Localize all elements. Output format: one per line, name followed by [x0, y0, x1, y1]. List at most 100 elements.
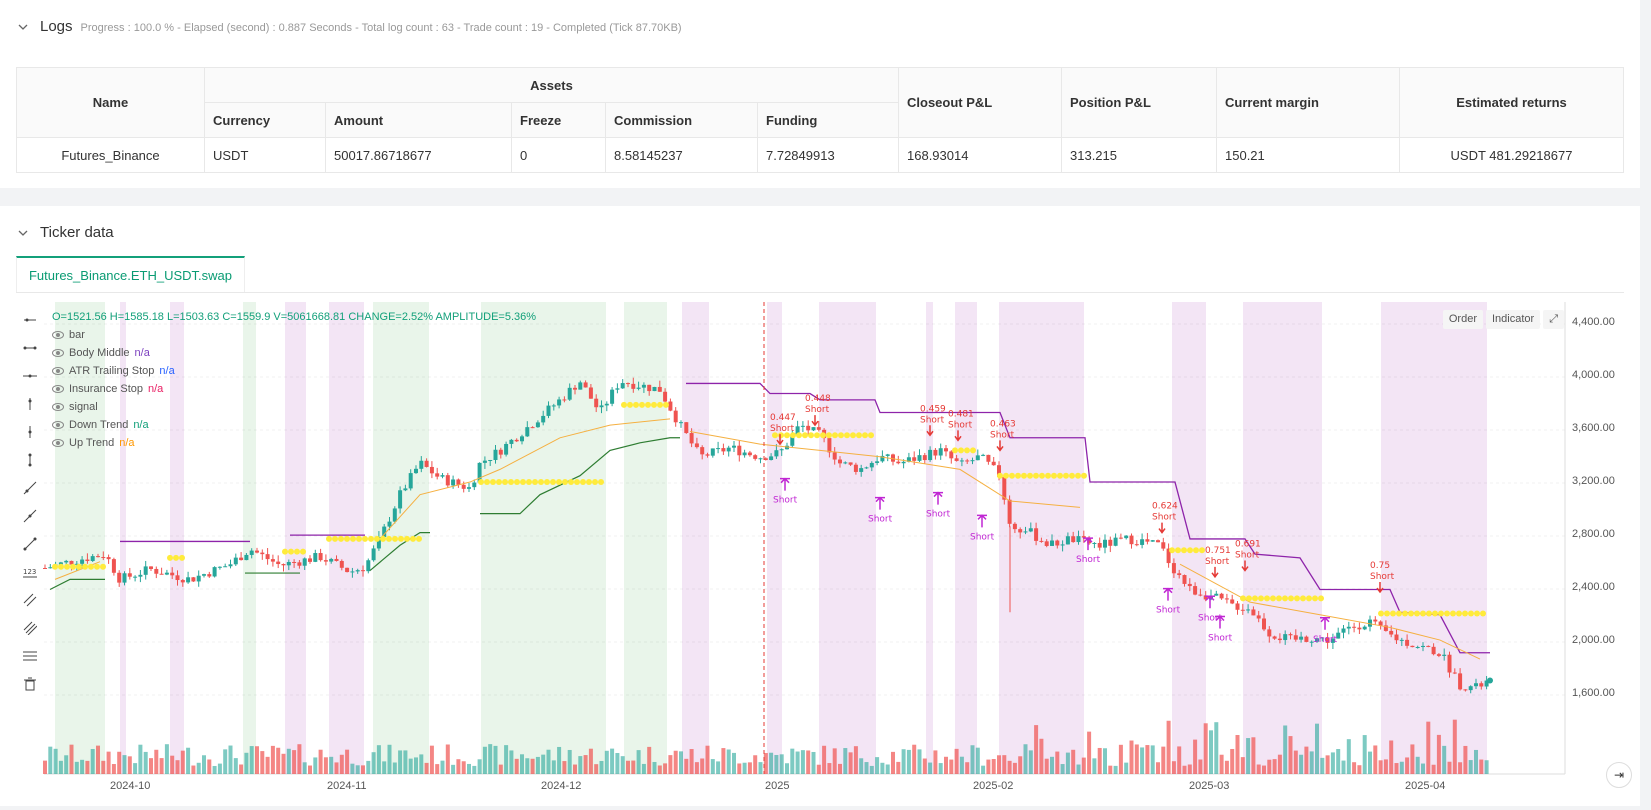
candle-body: [265, 554, 270, 560]
volume-bar: [949, 759, 954, 774]
volume-bar: [493, 745, 498, 774]
volume-bar: [774, 754, 779, 774]
signal-value: 0.481: [948, 409, 974, 419]
vertical-segment-icon[interactable]: [20, 422, 40, 442]
eye-icon[interactable]: [52, 421, 64, 429]
order-button[interactable]: Order: [1442, 310, 1483, 329]
volume-bar: [318, 749, 323, 774]
candle-body: [663, 391, 668, 402]
body-middle-dot: [556, 479, 562, 486]
body-middle-dot: [179, 554, 185, 561]
body-middle-dot: [544, 479, 550, 486]
short-arrow-icon: [996, 440, 1004, 452]
candle-body: [509, 439, 514, 444]
eye-icon[interactable]: [52, 367, 64, 375]
legend-item[interactable]: Up Trend n/a: [52, 434, 536, 452]
short-arrow-icon: [1158, 522, 1166, 534]
volume-bar: [361, 765, 365, 774]
parallel-channel-icon[interactable]: [20, 590, 40, 610]
volume-bar: [1087, 731, 1092, 774]
volume-bar: [1304, 746, 1309, 774]
volume-bar: [896, 761, 901, 774]
candle-body: [1283, 634, 1288, 641]
trend-band: [1172, 302, 1206, 774]
volume-bar: [265, 756, 270, 774]
eye-icon[interactable]: [52, 385, 64, 393]
logs-header[interactable]: Logs Progress : 100.0 % - Elapsed (secon…: [16, 18, 682, 35]
horizontal-line-icon[interactable]: [20, 338, 40, 358]
volume-bar: [1076, 764, 1081, 774]
eye-icon[interactable]: [52, 439, 64, 447]
volume-bar: [880, 762, 885, 774]
vertical-line-icon[interactable]: [20, 450, 40, 470]
eye-icon[interactable]: [52, 331, 64, 339]
volume-bar: [255, 746, 259, 774]
volume-bar: [350, 763, 355, 774]
signal-value: 0.751: [1205, 546, 1231, 556]
pitchfork-icon[interactable]: [20, 618, 40, 638]
volume-bar: [1426, 721, 1431, 774]
extended-line-icon[interactable]: [20, 366, 40, 386]
short-entry-icon: [1083, 537, 1093, 551]
y-tick-label: 3,200.00: [1572, 475, 1615, 487]
legend-item[interactable]: signal: [52, 398, 536, 416]
volume-bar: [1389, 740, 1394, 774]
volume-bar: [149, 758, 153, 774]
volume-bar: [488, 744, 493, 774]
eye-icon[interactable]: [52, 349, 64, 357]
horizontal-ray-icon[interactable]: [20, 310, 40, 330]
candle-body: [504, 443, 509, 455]
ticker-header[interactable]: Ticker data: [16, 224, 114, 241]
candle-body: [599, 405, 604, 408]
vertical-ray-icon[interactable]: [20, 394, 40, 414]
indicator-button[interactable]: Indicator: [1485, 310, 1541, 329]
legend-item[interactable]: bar: [52, 326, 536, 344]
candle-body: [69, 560, 74, 565]
candle-body: [281, 564, 286, 566]
volume-bar: [1431, 764, 1436, 774]
ray-line-icon[interactable]: [20, 506, 40, 526]
eye-icon[interactable]: [52, 403, 64, 411]
fib-retracement-icon[interactable]: [20, 646, 40, 666]
fullscreen-icon[interactable]: ⤢: [1543, 310, 1564, 329]
candle-body: [1368, 619, 1372, 627]
candle-body: [223, 566, 228, 568]
body-middle-dot: [344, 535, 350, 542]
candle-body: [1246, 609, 1251, 611]
candle-body: [398, 490, 403, 509]
volume-bar: [1028, 750, 1033, 774]
header-amount: Amount: [325, 102, 512, 138]
legend-item[interactable]: Body Middle n/a: [52, 344, 536, 362]
volume-bar: [747, 762, 752, 774]
legend-item[interactable]: ATR Trailing Stop n/a: [52, 362, 536, 380]
candle-body: [1161, 542, 1166, 549]
legend-item-label: Up Trend: [69, 437, 115, 449]
tab-eth-usdt-swap[interactable]: Futures_Binance.ETH_USDT.swap: [16, 256, 245, 292]
trash-icon[interactable]: [20, 674, 40, 694]
table-row: Futures_Binance USDT 50017.86718677 0 8.…: [16, 137, 1624, 173]
segment-icon[interactable]: [20, 534, 40, 554]
candle-body: [1134, 544, 1139, 546]
short-entry-label: Short: [868, 515, 893, 525]
price-chart[interactable]: 123 0.447 Short 0.448 Short 0.459 Short 0.481 S…: [0, 302, 1640, 802]
legend-item[interactable]: Down Trend n/a: [52, 416, 536, 434]
volume-bar: [111, 764, 116, 774]
chevron-down-icon[interactable]: [16, 20, 30, 34]
header-position: Position P&L: [1061, 67, 1217, 138]
volume-bar: [657, 765, 662, 774]
volume-bar: [954, 748, 959, 774]
candle-body: [101, 557, 106, 559]
candle-body: [239, 557, 244, 561]
chevron-down-icon[interactable]: [16, 226, 30, 240]
scroll-to-latest-icon[interactable]: ⇥: [1606, 762, 1632, 788]
body-middle-dot: [1408, 610, 1414, 617]
candle-body: [249, 550, 254, 555]
price-range-icon[interactable]: 123: [20, 562, 40, 582]
candle-body: [149, 566, 153, 569]
trend-line-icon[interactable]: [20, 478, 40, 498]
body-middle-dot: [70, 563, 76, 570]
candle-body: [912, 457, 917, 461]
legend-item[interactable]: Insurance Stop n/a: [52, 380, 536, 398]
volume-bar: [811, 751, 816, 774]
